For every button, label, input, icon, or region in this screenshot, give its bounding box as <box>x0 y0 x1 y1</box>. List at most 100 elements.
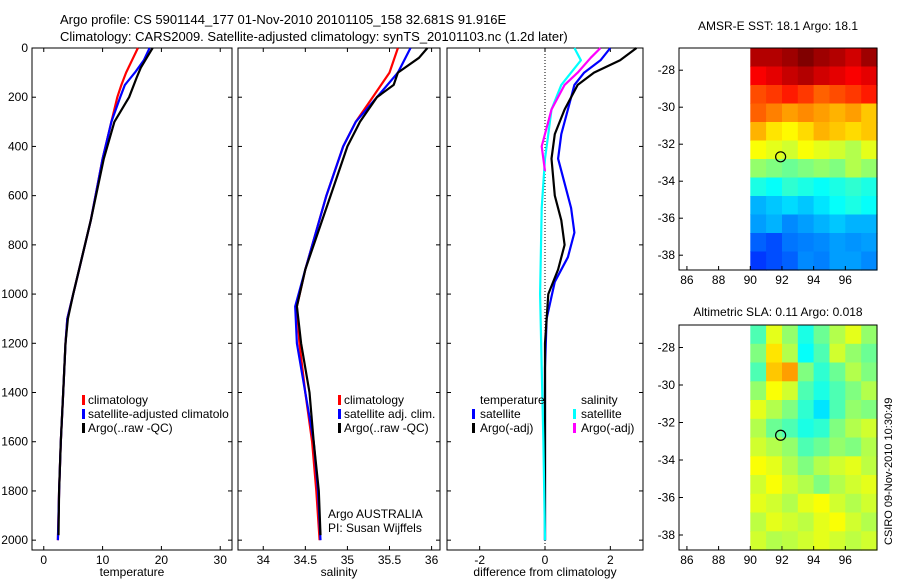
sst-field-cell <box>829 48 846 68</box>
difference-legend-swatch <box>573 423 576 433</box>
sla-field-cell <box>845 512 862 532</box>
sst-field-cell <box>845 85 862 105</box>
temperature-ytick-label: 400 <box>8 139 28 153</box>
salinity-xtick-label: 35 <box>341 553 355 567</box>
sst-field-cell <box>766 66 783 86</box>
temperature-legend-swatch <box>82 395 85 405</box>
temperature-ytick-label: 2000 <box>1 533 28 547</box>
sla-field-cell <box>813 531 830 551</box>
sst-field-cell <box>782 177 799 197</box>
sst-field-cell <box>813 177 830 197</box>
sst-field-cell <box>782 251 799 271</box>
sla-ytick-label: -34 <box>658 453 676 467</box>
sst-map-title: AMSR-E SST: 18.1 Argo: 18.1 <box>698 19 858 33</box>
sla-field-cell <box>813 400 830 420</box>
plots-layer: 0 10 20 30temperature0200400600800100012001… <box>1 19 878 579</box>
sla-field-cell <box>829 475 846 495</box>
sst-xtick-label: 96 <box>839 273 853 287</box>
sla-xtick-label: 94 <box>807 553 821 567</box>
sst-field-cell <box>750 140 767 160</box>
sst-xtick-label: 90 <box>744 273 758 287</box>
temperature-legend-label: Argo(..raw -QC) <box>88 421 173 435</box>
salinity-xtick-label: 34.5 <box>294 553 318 567</box>
sst-argo-location-marker <box>775 151 787 163</box>
sla-field-cell <box>766 456 783 476</box>
sla-field-cell <box>813 512 830 532</box>
sst-field-cell <box>861 214 878 234</box>
sla-field-cell <box>750 343 767 364</box>
temperature-xtick-label: 30 <box>214 553 228 567</box>
sst-field-cell <box>797 196 815 216</box>
sla-field-cell <box>829 437 846 457</box>
sla-field-cell <box>782 362 799 382</box>
sst-xtick-label: 88 <box>712 273 726 287</box>
sla-field-cell <box>750 475 767 495</box>
sla-field-cell <box>813 437 830 457</box>
difference-legend-group-title: temperature <box>480 393 545 407</box>
sla-field-cell <box>797 475 815 495</box>
sla-field-cell <box>750 325 767 345</box>
sst-field-cell <box>782 103 799 123</box>
sla-field-cell <box>750 437 767 457</box>
sst-field-cell <box>845 103 862 123</box>
sst-ytick-label: -38 <box>658 248 676 262</box>
sst-field-cell <box>829 66 846 86</box>
difference-xtick-label: 2 <box>607 553 614 567</box>
sst-field-cell <box>861 85 878 105</box>
sst-field-cell <box>829 159 846 179</box>
sla-ytick-label: -28 <box>658 341 676 355</box>
sst-field-cell <box>829 140 846 160</box>
sla-field-cell <box>829 343 846 364</box>
sst-field-cell <box>829 122 846 142</box>
sla-field-cell <box>861 456 878 476</box>
sla-field-cell <box>797 531 815 551</box>
sst-field-cell <box>797 251 815 271</box>
sst-field-cell <box>766 177 783 197</box>
salinity-xlabel: salinity <box>321 565 358 579</box>
sst-field-cell <box>782 85 799 105</box>
salinity-legend-swatch <box>338 409 341 419</box>
sla-field-cell <box>782 400 799 420</box>
sst-field-cell <box>861 233 878 253</box>
sla-ytick-label: -30 <box>658 378 676 392</box>
sla-field-cell <box>766 493 783 514</box>
sla-field-cell <box>845 400 862 420</box>
difference-xlabel: difference from climatology <box>473 565 616 579</box>
sst-field-cell <box>813 251 830 271</box>
sst-xtick-label: 92 <box>775 273 789 287</box>
sst-field-cell <box>750 85 767 105</box>
sla-argo-location-marker <box>775 429 787 441</box>
salinity-xtick-label: 34 <box>257 553 271 567</box>
sst-field-cell <box>845 159 862 179</box>
sst-xtick-label: 86 <box>680 273 694 287</box>
salinity-annotation: Argo AUSTRALIA <box>328 507 423 521</box>
sla-field-cell <box>813 325 830 345</box>
sst-field-cell <box>766 122 783 142</box>
salinity-legend-swatch <box>338 395 341 405</box>
sst-field-cell <box>797 159 815 179</box>
sla-field-cell <box>845 475 862 495</box>
sst-ytick-label: -34 <box>658 174 676 188</box>
sla-field-cell <box>766 512 783 532</box>
sla-field-cell <box>829 531 846 551</box>
sla-field-cell <box>797 362 815 382</box>
sla-field-cell <box>861 531 878 551</box>
sst-field-cell <box>845 48 862 68</box>
sst-field-cell <box>829 214 846 234</box>
sst-field-cell <box>861 103 878 123</box>
sla-field-cell <box>845 362 862 382</box>
sla-field-cell <box>750 456 767 476</box>
sla-field-cell <box>813 362 830 382</box>
difference-series-line <box>538 47 583 541</box>
sla-field-cell <box>861 437 878 457</box>
salinity-axes-frame <box>237 47 441 551</box>
sst-field-cell <box>829 103 846 123</box>
sla-field-cell <box>782 512 799 532</box>
sst-field-cell <box>766 196 783 216</box>
sst-map-panel: AMSR-E SST: 18.1 Argo: 18.1 86 88 90 92 94 96 -… <box>658 19 878 287</box>
sla-field-cell <box>845 437 862 457</box>
sla-field-cell <box>797 512 815 532</box>
temperature-ytick-label: 1200 <box>1 336 28 350</box>
sla-xtick-label: 88 <box>712 553 726 567</box>
